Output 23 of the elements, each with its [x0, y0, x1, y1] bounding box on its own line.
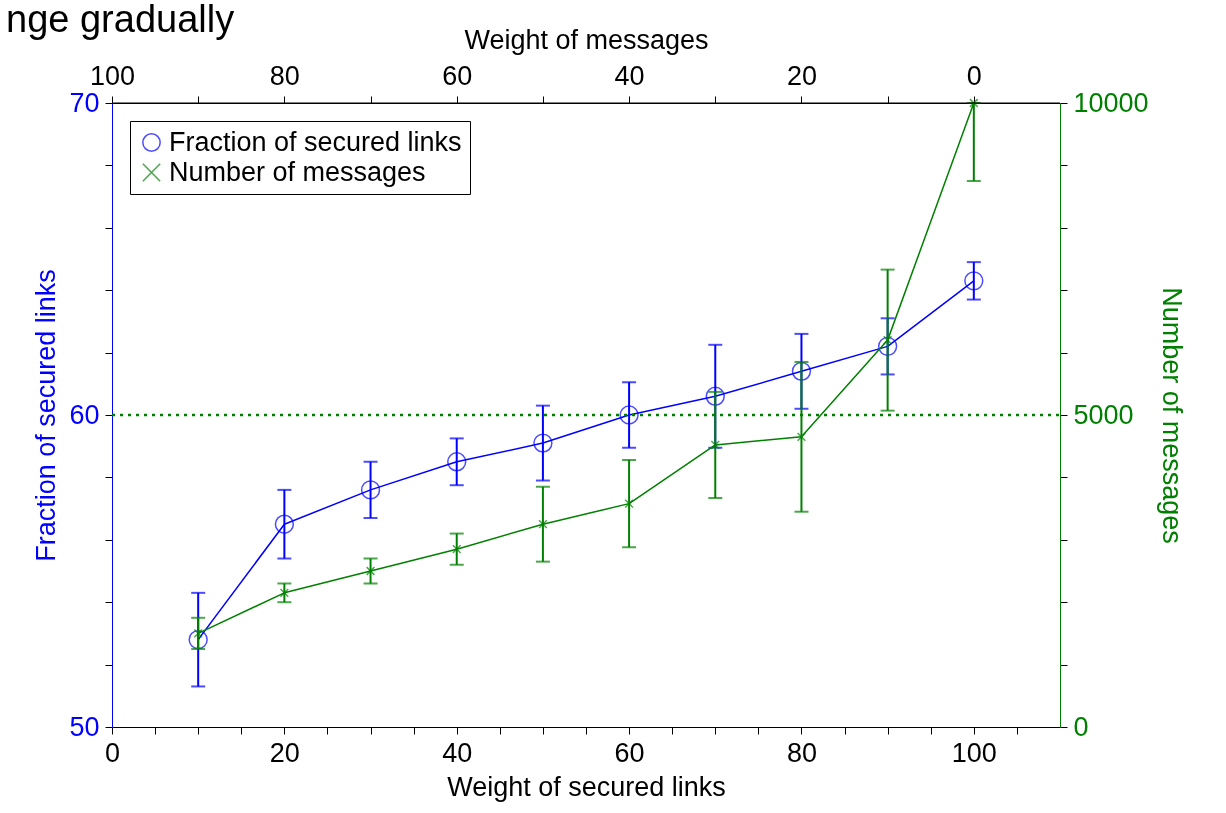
legend-label: Number of messages: [169, 156, 426, 187]
x2-tick-label: 60: [442, 60, 473, 91]
y2-tick-label: 10000: [1073, 87, 1149, 118]
y2-tick-label: 5000: [1073, 399, 1134, 430]
legend-label: Fraction of secured links: [169, 126, 462, 157]
x-tick-label: 20: [269, 737, 300, 768]
x2-axis-title: Weight of messages: [464, 24, 709, 55]
x-tick-label: 80: [786, 737, 817, 768]
x-axis-title: Weight of secured links: [447, 771, 726, 802]
x2-tick-label: 80: [269, 60, 300, 91]
x-tick-label: 0: [104, 737, 121, 768]
y2-tick-label: 0: [1073, 711, 1089, 742]
x2-tick-label: 40: [614, 60, 645, 91]
x2-tick-label: 20: [786, 60, 817, 91]
y-tick-label: 50: [69, 711, 100, 742]
x-tick-label: 60: [614, 737, 645, 768]
x2-tick-label: 0: [966, 60, 982, 91]
y2-axis-title: Number of messages: [1156, 287, 1187, 544]
y-axis-title: Fraction of secured links: [31, 269, 62, 562]
x-tick-label: 40: [442, 737, 473, 768]
y-tick-label: 60: [69, 399, 100, 430]
chart-title: nge gradually: [6, 0, 235, 40]
x-tick-label: 100: [951, 737, 997, 768]
